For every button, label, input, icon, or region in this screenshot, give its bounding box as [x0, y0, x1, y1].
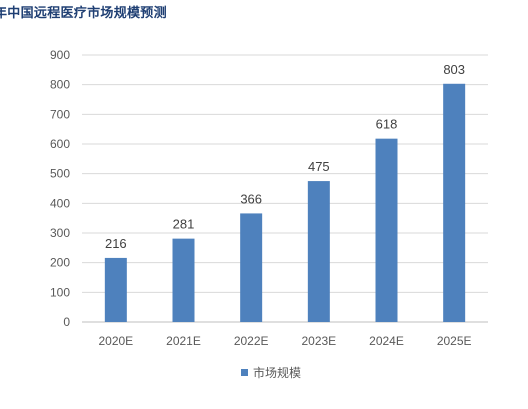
- bars: [104, 83, 466, 322]
- bar-2022E: [240, 213, 263, 322]
- data-label-2024E: 618: [376, 117, 398, 132]
- gridlines: [82, 54, 488, 323]
- chart-title: 年中国远程医疗市场规模预测: [0, 6, 167, 21]
- data-label-2022E: 366: [240, 191, 262, 206]
- bar-2024E: [375, 138, 398, 322]
- y-axis-ticks: 0 100 200 300 400 500 600 700 800 900: [50, 48, 70, 329]
- data-label-2021E: 281: [173, 217, 195, 232]
- y-tick-label: 600: [50, 137, 70, 151]
- y-tick-label: 900: [50, 48, 70, 62]
- x-tick-label-2020E: 2020E: [98, 334, 133, 348]
- x-tick-label-2021E: 2021E: [166, 334, 201, 348]
- x-tick-label-2025E: 2025E: [437, 334, 472, 348]
- y-tick-label: 100: [50, 285, 70, 299]
- data-label-2025E: 803: [443, 62, 465, 77]
- data-labels: 216 281 366 475 618 803: [105, 62, 465, 251]
- legend: 市场规模: [241, 365, 301, 380]
- data-label-2023E: 475: [308, 159, 330, 174]
- y-tick-label: 700: [50, 107, 70, 121]
- x-tick-label-2022E: 2022E: [234, 334, 269, 348]
- y-tick-label: 200: [50, 256, 70, 270]
- y-tick-label: 300: [50, 226, 70, 240]
- x-axis-ticks: 2020E 2021E 2022E 2023E 2024E 2025E: [98, 334, 471, 348]
- bar-2025E: [443, 83, 466, 322]
- x-tick-label-2024E: 2024E: [369, 334, 404, 348]
- y-tick-label: 800: [50, 78, 70, 92]
- bar-2020E: [104, 257, 127, 322]
- y-tick-label: 500: [50, 167, 70, 181]
- legend-swatch: [241, 369, 248, 376]
- y-tick-label: 0: [63, 315, 70, 329]
- chart-title-area: 年中国远程医疗市场规模预测: [0, 0, 528, 22]
- bar-2021E: [172, 238, 195, 322]
- x-tick-label-2023E: 2023E: [301, 334, 336, 348]
- data-label-2020E: 216: [105, 236, 127, 251]
- legend-label: 市场规模: [253, 365, 301, 380]
- bar-2023E: [307, 181, 330, 322]
- y-tick-label: 400: [50, 196, 70, 210]
